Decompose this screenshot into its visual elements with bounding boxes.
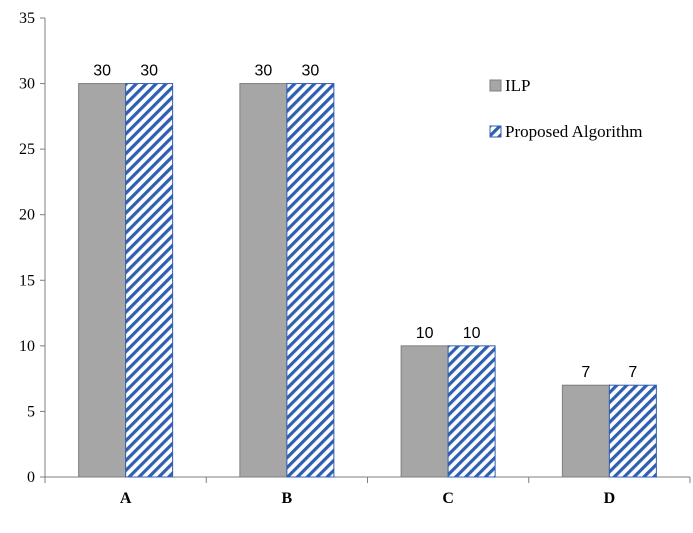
y-tick-label: 35 [19, 10, 35, 27]
data-label: 30 [254, 63, 272, 80]
data-label: 30 [301, 63, 319, 80]
y-tick-label: 30 [19, 76, 35, 93]
bar-ilp [400, 345, 449, 478]
y-tick-label: 0 [27, 469, 35, 486]
data-label: 30 [140, 63, 158, 80]
data-label: 7 [628, 364, 637, 381]
y-tick-label: 10 [19, 338, 35, 355]
legend-swatch-ilp [489, 79, 502, 92]
bar-proposed-algorithm [447, 345, 496, 478]
bar-proposed-algorithm [125, 83, 174, 478]
y-tick-label: 15 [19, 272, 35, 289]
x-category-label: B [282, 490, 293, 507]
bar-proposed-algorithm [286, 83, 335, 478]
legend-swatch-proposed-algorithm [489, 125, 502, 138]
data-label: 30 [93, 63, 111, 80]
y-tick-label: 25 [19, 141, 35, 158]
legend-label: Proposed Algorithm [505, 122, 642, 141]
bar-ilp [78, 83, 127, 478]
x-category-label: A [120, 490, 132, 507]
data-label: 7 [581, 364, 590, 381]
bars [78, 83, 657, 478]
x-category-label: D [604, 490, 616, 507]
x-category-label: C [442, 490, 454, 507]
bar-ilp [239, 83, 288, 478]
data-label: 10 [463, 325, 481, 342]
legend: ILP Proposed Algorithm [489, 76, 642, 141]
legend-label: ILP [505, 76, 531, 95]
data-label: 10 [416, 325, 434, 342]
bar-ilp [561, 384, 610, 478]
y-tick-label: 5 [27, 403, 35, 420]
y-tick-label: 20 [19, 207, 35, 224]
bar-proposed-algorithm [608, 384, 657, 478]
data-labels: 30 30 30 30 10 10 7 7 [93, 63, 637, 382]
